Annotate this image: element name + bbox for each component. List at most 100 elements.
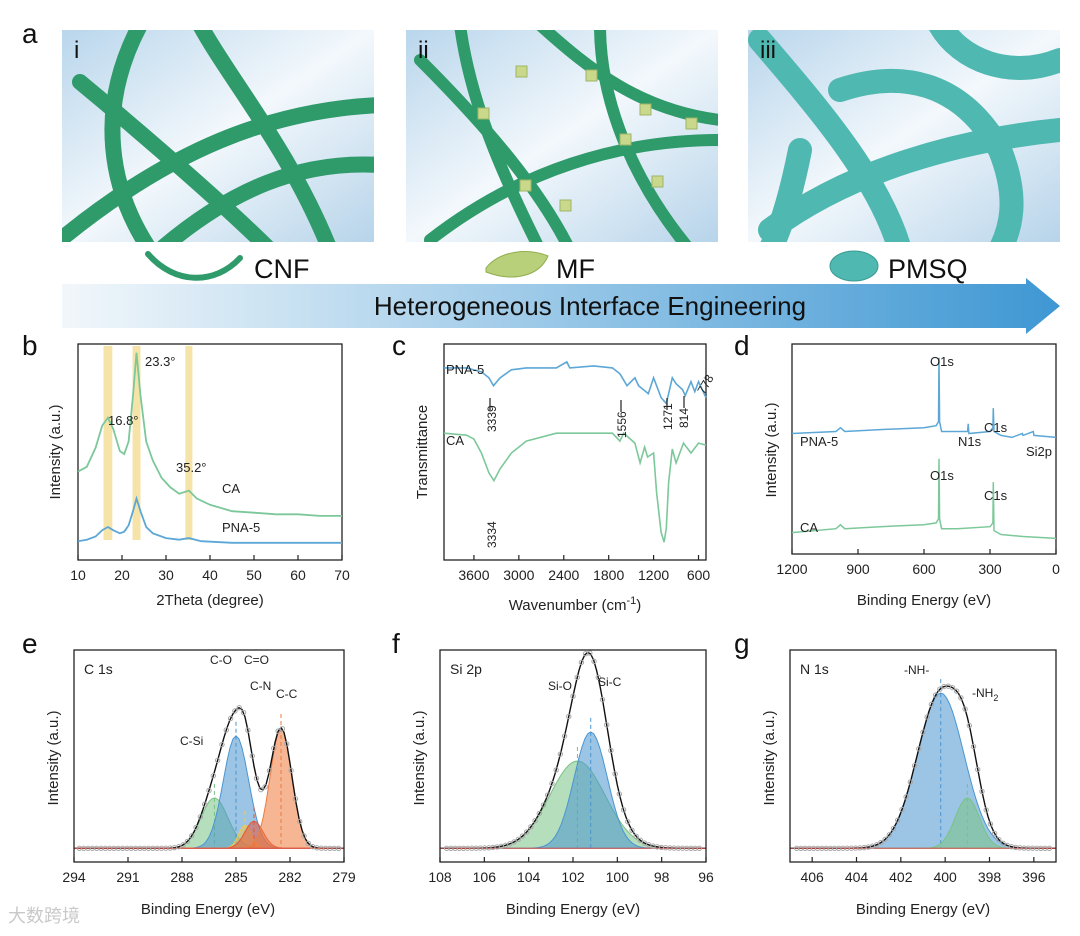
x-tick-label: 1200 xyxy=(638,567,669,583)
raw-data-point xyxy=(983,807,989,813)
chart-g-frame xyxy=(789,649,1057,863)
pmsq-fiber xyxy=(758,118,1060,242)
raw-data-point xyxy=(932,692,939,698)
x-tick-label: 2400 xyxy=(548,567,579,583)
raw-data-point xyxy=(937,686,943,692)
panel-letter-b: b xyxy=(22,330,38,361)
series-label: CA xyxy=(446,433,464,448)
peak-label: O1s xyxy=(930,468,954,483)
raw-data-point xyxy=(878,839,884,846)
raw-data-point xyxy=(210,773,217,779)
peak-label: C=O xyxy=(244,653,269,667)
raw-data-point xyxy=(920,729,926,735)
x-tick-label: 279 xyxy=(332,869,356,885)
raw-data-point xyxy=(608,747,614,754)
raw-data-point xyxy=(570,693,576,699)
chart-c-ylabel: Transmittance xyxy=(414,405,431,499)
raw-data-point xyxy=(979,788,985,795)
raw-data-point xyxy=(266,767,273,774)
mf-flake xyxy=(477,107,490,120)
raw-data-point xyxy=(184,838,191,845)
pmsq-label: PMSQ xyxy=(888,254,968,284)
x-tick-label: 282 xyxy=(278,869,302,885)
raw-data-point xyxy=(227,715,234,722)
chart-b-ylabel: Intensity (a.u.) xyxy=(47,404,64,499)
raw-data-point xyxy=(549,780,555,787)
raw-data-point xyxy=(545,792,551,798)
raw-data-point xyxy=(886,832,893,838)
pmsq-icon xyxy=(829,250,879,282)
raw-data-point xyxy=(219,741,225,748)
mf-flake xyxy=(685,117,698,130)
series-label: PNA-5 xyxy=(800,434,838,449)
cnf-icon xyxy=(145,251,243,281)
x-tick-label: 96 xyxy=(698,869,714,885)
x-tick-label: 404 xyxy=(845,869,869,885)
peak-label: 1271 xyxy=(661,403,675,430)
raw-data-point xyxy=(911,763,918,769)
x-tick-label: 50 xyxy=(246,567,262,583)
x-tick-label: 106 xyxy=(473,869,497,885)
chart-b-xlabel: 2Theta (degree) xyxy=(156,592,264,609)
x-tick-label: 70 xyxy=(334,567,350,583)
raw-data-point xyxy=(206,787,212,794)
raw-data-point xyxy=(523,829,530,835)
raw-data-point xyxy=(245,727,251,733)
x-tick-label: 3600 xyxy=(458,567,489,583)
x-tick-label: 0 xyxy=(1052,561,1060,577)
series-label: PNA-5 xyxy=(222,520,260,535)
raw-data-point xyxy=(284,741,290,747)
x-tick-label: 600 xyxy=(912,561,936,577)
raw-data-point xyxy=(991,830,998,837)
chart-e-ylabel: Intensity (a.u.) xyxy=(45,710,62,805)
raw-data-point xyxy=(528,824,534,830)
raw-data-point xyxy=(519,833,526,839)
raw-data-point xyxy=(696,845,703,851)
raw-data-point xyxy=(507,841,513,847)
x-tick-label: 288 xyxy=(170,869,194,885)
subpanel-ii-label: ii xyxy=(418,37,429,64)
raw-data-point xyxy=(587,650,593,656)
x-tick-label: 30 xyxy=(158,567,174,583)
raw-data-point xyxy=(895,817,901,823)
chart-f-title: Si 2p xyxy=(450,661,482,677)
raw-data-point xyxy=(629,827,635,834)
raw-data-point xyxy=(258,786,264,793)
raw-data-point xyxy=(201,801,208,807)
peak-label: C-Si xyxy=(180,734,203,748)
peak-label: Si2p xyxy=(1026,444,1052,459)
raw-data-point xyxy=(996,836,1002,843)
xps-survey-ca xyxy=(791,458,1057,540)
raw-data-point xyxy=(975,766,981,773)
series-label: PNA-5 xyxy=(446,362,484,377)
mf-fiber xyxy=(536,30,718,126)
chart-d-ylabel: Intensity (a.u.) xyxy=(763,402,780,497)
raw-data-point xyxy=(189,833,195,839)
raw-data-point xyxy=(903,794,909,800)
raw-data-point xyxy=(1000,840,1006,846)
x-tick-label: 40 xyxy=(202,567,218,583)
x-tick-label: 104 xyxy=(517,869,541,885)
raw-data-point xyxy=(958,695,964,701)
raw-data-point xyxy=(193,824,199,831)
raw-data-point xyxy=(574,674,580,681)
raw-data-point xyxy=(970,743,977,750)
raw-data-point xyxy=(633,833,639,839)
peak-label: 814 xyxy=(677,408,691,428)
raw-data-point xyxy=(249,753,255,759)
raw-data-point xyxy=(987,821,994,827)
peak-label: 778 xyxy=(694,372,716,397)
raw-data-point xyxy=(641,840,648,846)
xrd-curve-pna-5 xyxy=(77,495,342,544)
peak-label: Si-C xyxy=(598,675,622,689)
x-tick-label: 291 xyxy=(116,869,140,885)
raw-data-point xyxy=(620,807,627,813)
raw-data-point xyxy=(236,704,242,711)
x-tick-label: 98 xyxy=(654,869,670,885)
x-tick-label: 294 xyxy=(62,869,86,885)
raw-data-point xyxy=(966,722,973,729)
chart-c-xlabel: Wavenumber (cm-1) xyxy=(509,595,642,614)
raw-data-point xyxy=(197,814,204,820)
x-tick-label: 1200 xyxy=(776,561,807,577)
peak-label: N1s xyxy=(958,434,982,449)
